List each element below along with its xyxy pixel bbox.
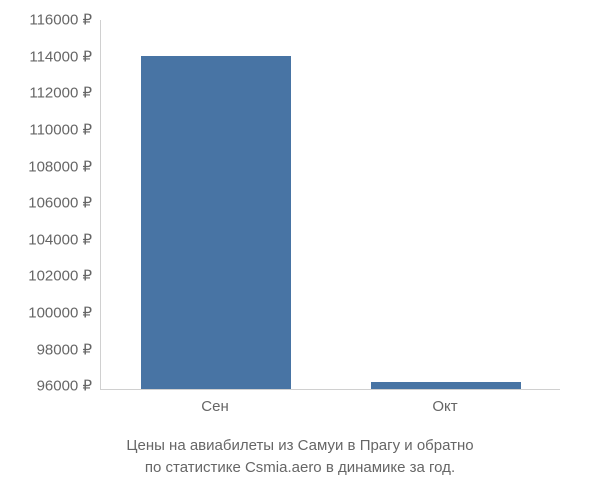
- x-tick-label: Сен: [201, 398, 228, 415]
- y-tick-label: 108000 ₽: [2, 159, 92, 174]
- y-tick-label: 106000 ₽: [2, 196, 92, 211]
- y-tick-label: 96000 ₽: [2, 379, 92, 394]
- x-tick-label: Окт: [432, 398, 457, 415]
- chart-caption: Цены на авиабилеты из Самуи в Прагу и об…: [0, 435, 600, 479]
- y-tick-label: 100000 ₽: [2, 306, 92, 321]
- bar: [141, 56, 291, 389]
- y-tick-label: 98000 ₽: [2, 342, 92, 357]
- y-tick-label: 116000 ₽: [2, 13, 92, 28]
- y-tick-label: 104000 ₽: [2, 232, 92, 247]
- caption-line-2: по статистике Csmia.aero в динамике за г…: [145, 459, 455, 476]
- y-tick-label: 102000 ₽: [2, 269, 92, 284]
- price-chart: 96000 ₽ 98000 ₽ 100000 ₽ 102000 ₽ 104000 ₽ 10…: [0, 0, 600, 500]
- y-tick-label: 112000 ₽: [2, 86, 92, 101]
- y-tick-label: 110000 ₽: [2, 122, 92, 137]
- plot-area: [100, 20, 560, 390]
- y-tick-label: 114000 ₽: [2, 49, 92, 64]
- bar: [371, 382, 521, 389]
- caption-line-1: Цены на авиабилеты из Самуи в Прагу и об…: [126, 437, 473, 454]
